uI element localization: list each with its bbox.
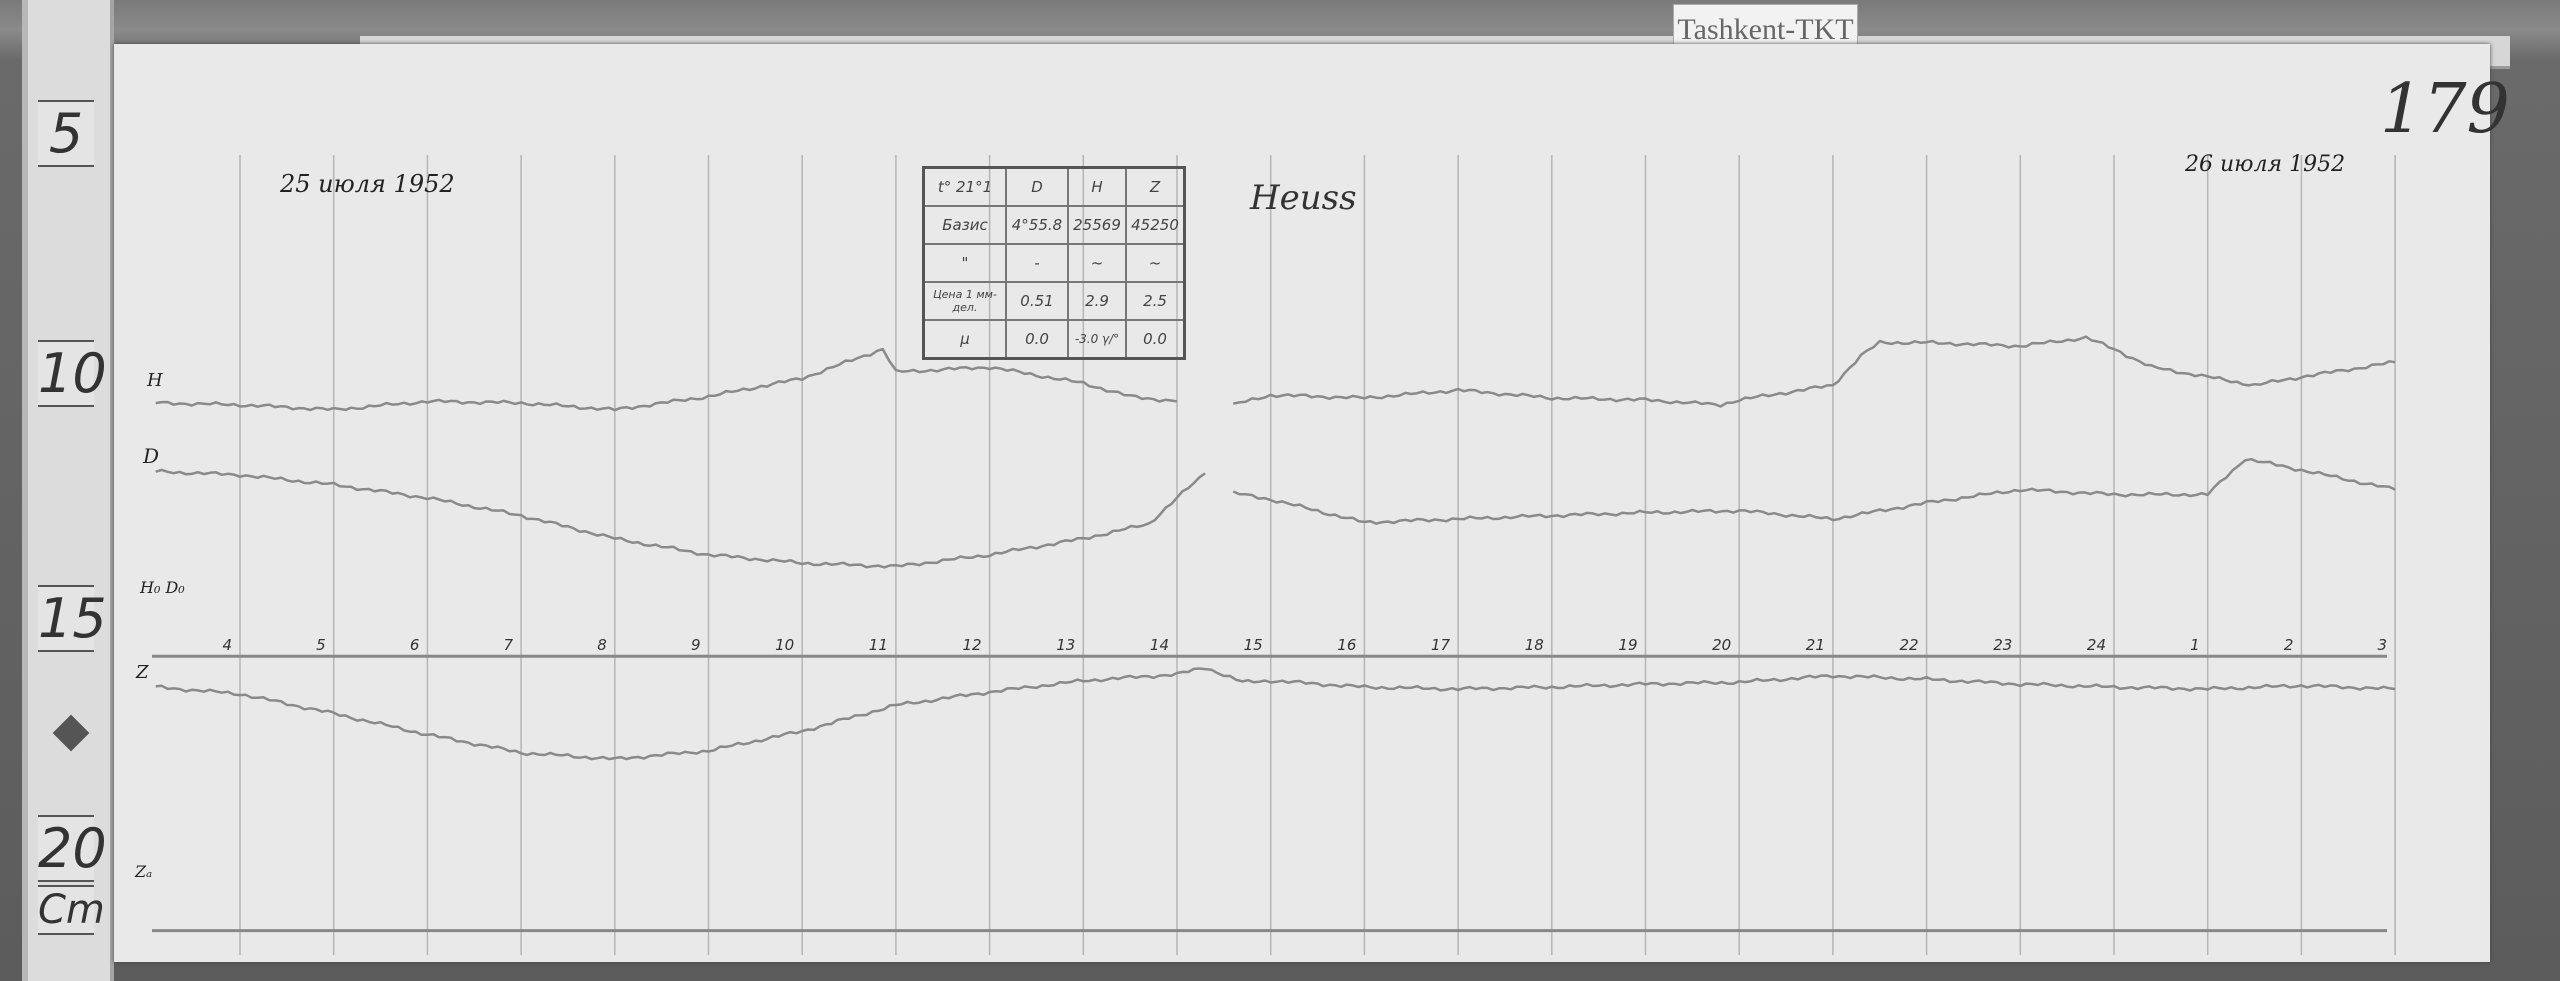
ruler-label: 5 — [38, 100, 94, 167]
constants-table: t° 21°1 D H Z Базис 4°55.8 25569 45250 "… — [922, 166, 1186, 360]
table-cell: Z — [1125, 166, 1186, 207]
x-tick-label: 8 — [597, 636, 607, 654]
trace-label-d: D — [143, 444, 160, 468]
x-tick-label: 19 — [1618, 636, 1637, 654]
date-end: 26 июля 1952 — [2185, 152, 2346, 177]
table-cell: H — [1067, 166, 1127, 207]
table-cell: Цена 1 мм-дел. — [922, 281, 1007, 321]
trace-h — [155, 347, 1178, 412]
table-row: μ 0.0 -3.0 γ/° 0.0 — [922, 319, 1186, 360]
table-cell: μ — [922, 319, 1007, 360]
magnetogram-sheet — [114, 44, 2490, 962]
x-tick-label: 13 — [1056, 636, 1075, 654]
x-tick-label: 16 — [1337, 636, 1356, 654]
ruler-label: 20 — [38, 815, 107, 882]
table-row: Цена 1 мм-дел. 0.51 2.9 2.5 — [922, 281, 1186, 321]
x-tick-label: 4 — [222, 636, 232, 654]
trace-h — [1232, 335, 2396, 408]
table-cell: Базис — [922, 205, 1007, 245]
table-cell: " — [922, 243, 1007, 283]
x-tick-label: 10 — [775, 636, 794, 654]
table-cell: 0.0 — [1005, 319, 1069, 360]
date-start: 25 июля 1952 — [280, 170, 455, 198]
x-tick-label: 1 — [2190, 636, 2200, 654]
x-tick-label: 20 — [1712, 636, 1731, 654]
x-tick-label: 6 — [410, 636, 420, 654]
x-tick-label: 3 — [2378, 636, 2388, 654]
ruler-unit: Cm — [38, 885, 105, 935]
table-cell: t° 21°1 — [922, 166, 1007, 207]
x-tick-label: 14 — [1150, 636, 1169, 654]
sheet-number: 179 — [2380, 70, 2510, 149]
x-tick-label: 11 — [869, 636, 888, 654]
table-cell: 0.0 — [1125, 319, 1186, 360]
signature: Heuss — [1250, 178, 1357, 218]
x-tick-label: 21 — [1806, 636, 1825, 654]
x-tick-label: 5 — [316, 636, 326, 654]
x-tick-label: 2 — [2284, 636, 2294, 654]
table-cell: ~ — [1125, 243, 1186, 283]
x-tick-label: 7 — [504, 636, 514, 654]
x-tick-label: 18 — [1525, 636, 1544, 654]
baseline-label-z: Zₐ — [135, 862, 153, 881]
trace-z — [155, 667, 2396, 761]
x-tick-label: 23 — [1993, 636, 2012, 654]
x-tick-label: 15 — [1244, 636, 1263, 654]
x-tick-label: 9 — [691, 636, 701, 654]
table-cell: 4°55.8 — [1005, 205, 1069, 245]
table-cell: 0.51 — [1005, 281, 1069, 321]
table-cell: ~ — [1067, 243, 1127, 283]
x-tick-label: 22 — [1900, 636, 1919, 654]
trace-label-z: Z — [136, 662, 149, 683]
cm-ruler: 5 10 15 20 Cm — [22, 0, 114, 981]
table-row: " - ~ ~ — [922, 243, 1186, 283]
table-cell: D — [1005, 166, 1069, 207]
table-header-row: t° 21°1 D H Z — [922, 166, 1186, 207]
x-tick-label: 24 — [2087, 636, 2106, 654]
table-cell: 45250 — [1125, 205, 1186, 245]
trace-d — [1232, 457, 2396, 525]
trace-label-h: H — [147, 370, 163, 391]
table-cell: -3.0 γ/° — [1067, 319, 1127, 360]
table-cell: 2.9 — [1067, 281, 1127, 321]
trace-d — [155, 468, 1206, 569]
table-cell: 2.5 — [1125, 281, 1186, 321]
x-tick-label: 17 — [1431, 636, 1451, 654]
table-cell: 25569 — [1067, 205, 1127, 245]
table-cell: - — [1005, 243, 1069, 283]
table-row: Базис 4°55.8 25569 45250 — [922, 205, 1186, 245]
baseline-label-hd: H₀ D₀ — [140, 578, 185, 597]
x-tick-label: 12 — [963, 636, 982, 654]
